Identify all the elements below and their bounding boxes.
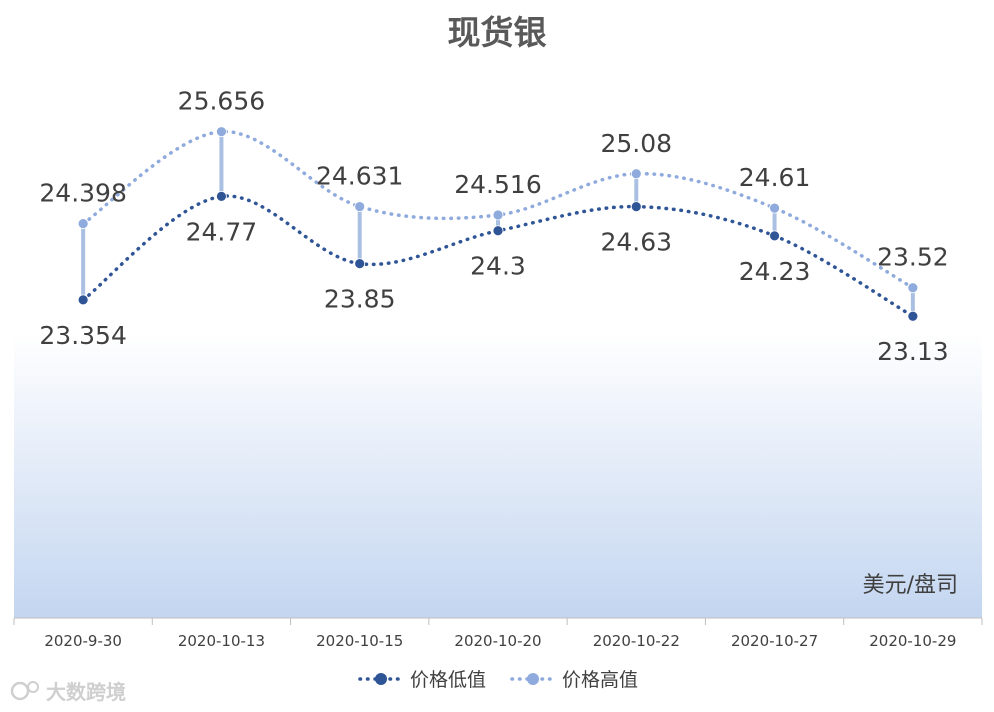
data-point-high bbox=[354, 201, 366, 212]
x-tick-label: 2020-10-29 bbox=[869, 632, 956, 650]
data-point-high bbox=[630, 168, 642, 180]
data-point-high bbox=[216, 126, 227, 138]
data-label-high: 25.656 bbox=[178, 87, 265, 116]
data-point-low bbox=[630, 201, 642, 213]
x-tick-label: 2020-9-30 bbox=[44, 632, 122, 650]
data-point-high bbox=[77, 218, 89, 229]
data-label-low: 23.85 bbox=[324, 285, 396, 314]
data-point-low bbox=[77, 294, 89, 306]
data-label-high: 24.516 bbox=[454, 170, 541, 199]
data-point-low bbox=[216, 191, 227, 202]
data-point-high bbox=[492, 209, 504, 221]
watermark-logo-icon bbox=[10, 681, 30, 701]
data-label-low: 24.63 bbox=[600, 228, 672, 257]
data-label-high: 25.08 bbox=[600, 129, 672, 158]
data-label-low: 24.77 bbox=[186, 217, 258, 246]
data-point-low bbox=[907, 310, 919, 322]
data-label-low: 23.13 bbox=[877, 337, 949, 366]
x-tick-label: 2020-10-15 bbox=[316, 632, 403, 650]
data-point-high bbox=[907, 282, 919, 294]
unit-label: 美元/盘司 bbox=[863, 573, 958, 598]
watermark-logo-dot-icon bbox=[27, 681, 39, 693]
watermark-text: 大数跨境 bbox=[46, 680, 126, 704]
data-label-high: 24.398 bbox=[39, 179, 126, 208]
legend-label: 价格高值 bbox=[562, 669, 638, 691]
data-label-low: 24.23 bbox=[739, 257, 811, 286]
chart-title: 现货银 bbox=[448, 13, 547, 52]
legend-marker-icon bbox=[527, 673, 539, 685]
x-tick-label: 2020-10-20 bbox=[454, 632, 541, 650]
plot-area bbox=[14, 70, 982, 618]
legend-label: 价格低值 bbox=[410, 669, 486, 691]
legend-marker-icon bbox=[375, 673, 387, 685]
watermark: 大数跨境 bbox=[10, 680, 126, 704]
data-label-low: 23.354 bbox=[39, 321, 126, 350]
x-tick-label: 2020-10-13 bbox=[178, 632, 265, 650]
data-label-high: 23.52 bbox=[877, 243, 949, 272]
data-point-low bbox=[769, 230, 780, 242]
x-tick-label: 2020-10-27 bbox=[731, 632, 818, 650]
data-label-low: 24.3 bbox=[470, 252, 526, 281]
data-label-high: 24.631 bbox=[316, 162, 403, 191]
data-point-high bbox=[769, 202, 780, 214]
data-label-high: 24.61 bbox=[739, 163, 811, 192]
data-point-low bbox=[492, 225, 504, 237]
x-tick-label: 2020-10-22 bbox=[593, 632, 680, 650]
data-point-low bbox=[354, 258, 366, 270]
